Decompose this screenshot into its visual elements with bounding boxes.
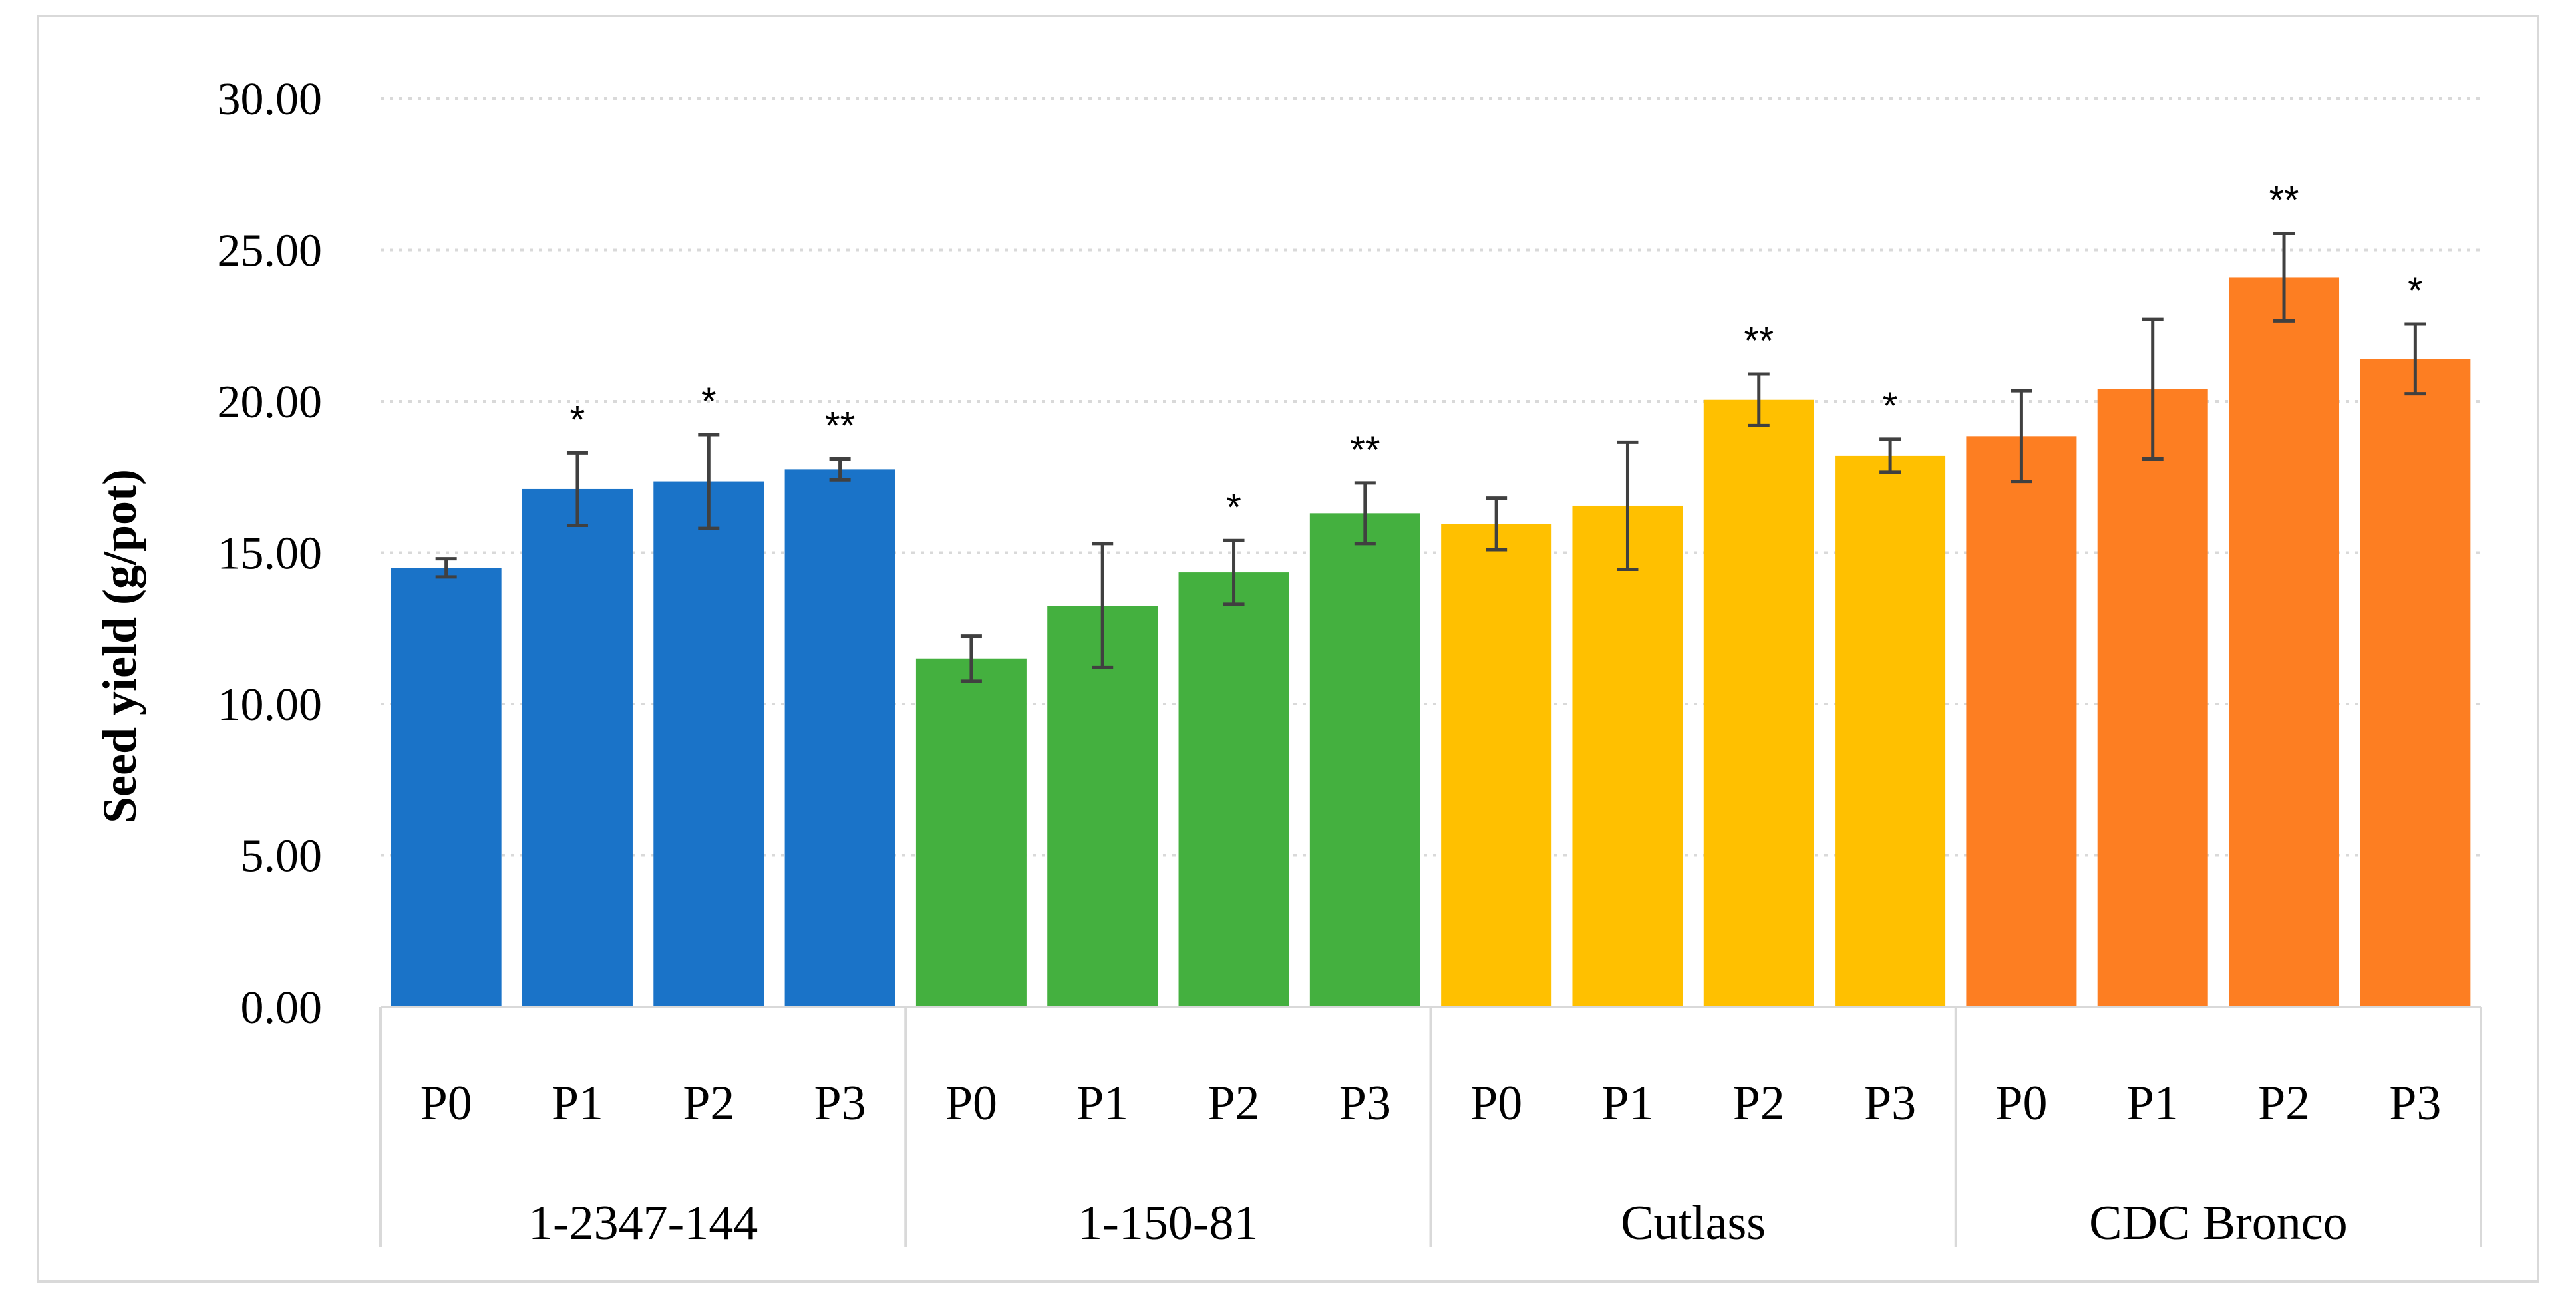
significance-label: ** xyxy=(2269,178,2299,222)
x-category-label: P1 xyxy=(552,1076,603,1131)
x-group-label: 1-2347-144 xyxy=(528,1196,758,1250)
significance-label: * xyxy=(570,398,585,441)
significance-label: ** xyxy=(1744,319,1774,363)
bar-1-150-81-p2 xyxy=(1178,572,1289,1007)
y-axis-label: Seed yield (g/pot) xyxy=(93,469,146,823)
y-tick-label: 20.00 xyxy=(218,377,323,428)
bar-cdc-bronco-p0 xyxy=(1966,436,2077,1007)
y-tick-label: 5.00 xyxy=(241,831,323,882)
x-category-label: P3 xyxy=(1864,1076,1916,1131)
x-group-label: CDC Bronco xyxy=(2089,1196,2348,1250)
bar-cdc-bronco-p1 xyxy=(2097,389,2208,1007)
significance-label: * xyxy=(2408,270,2423,313)
y-tick-label: 15.00 xyxy=(218,528,323,580)
x-category-label: P0 xyxy=(420,1076,472,1131)
x-axis: P0 P1 P2 P3 1-2347-144 P0 P1 P2 P3 1-150-81 P0 P1 P2… xyxy=(379,1006,2482,1250)
bar-cutlass-p3 xyxy=(1835,455,1946,1007)
bar-1-150-81-p0 xyxy=(915,658,1027,1007)
bar-cutlass-p0 xyxy=(1441,524,1552,1007)
x-category-label: P2 xyxy=(2258,1076,2310,1131)
bar-1-2347-144-p3 xyxy=(784,469,895,1007)
y-tick-label: 10.00 xyxy=(218,679,323,731)
chart-frame: 0.00 5.00 10.00 15.00 20.00 25.00 30.00 * * ** * *… xyxy=(37,15,2539,1283)
significance-label: ** xyxy=(1350,429,1380,472)
significance-label: * xyxy=(1226,486,1241,529)
error-bars xyxy=(435,231,2426,683)
x-category-label: P0 xyxy=(945,1076,997,1131)
y-tick-label: 30.00 xyxy=(218,74,323,125)
x-group-label: Cutlass xyxy=(1621,1196,1766,1250)
bar-1-2347-144-p0 xyxy=(391,568,502,1007)
x-category-label: P1 xyxy=(1076,1076,1128,1131)
y-tick-label: 0.00 xyxy=(241,982,323,1033)
x-category-label: P0 xyxy=(1995,1076,2047,1131)
bar-cutlass-p1 xyxy=(1572,505,1683,1007)
significance-markers: * ************ xyxy=(570,178,2423,529)
bar-cutlass-p2 xyxy=(1703,399,1814,1007)
x-category-label: P1 xyxy=(1601,1076,1653,1131)
bar-1-2347-144-p1 xyxy=(522,488,633,1007)
bar-cdc-bronco-p2 xyxy=(2229,277,2340,1008)
bars xyxy=(391,277,2471,1008)
significance-label: * xyxy=(701,380,717,423)
x-category-label: P3 xyxy=(814,1076,866,1131)
x-category-label: P2 xyxy=(683,1076,734,1131)
x-group-label: 1-150-81 xyxy=(1078,1196,1258,1250)
significance-label: ** xyxy=(825,404,855,447)
x-category-label: P1 xyxy=(2127,1076,2179,1131)
bar-1-150-81-p3 xyxy=(1309,513,1420,1007)
x-category-label: P3 xyxy=(1339,1076,1391,1131)
bar-1-2347-144-p2 xyxy=(653,481,764,1007)
significance-label: * xyxy=(1883,385,1898,428)
x-category-label: P2 xyxy=(1733,1076,1785,1131)
y-axis-ticks: 0.00 5.00 10.00 15.00 20.00 25.00 30.00 xyxy=(218,74,323,1033)
bar-1-150-81-p1 xyxy=(1047,606,1158,1007)
x-category-label: P3 xyxy=(2389,1076,2441,1131)
x-category-label: P2 xyxy=(1208,1076,1259,1131)
x-category-label: P0 xyxy=(1470,1076,1522,1131)
bar-cdc-bronco-p3 xyxy=(2360,359,2471,1007)
y-tick-label: 25.00 xyxy=(218,226,323,277)
